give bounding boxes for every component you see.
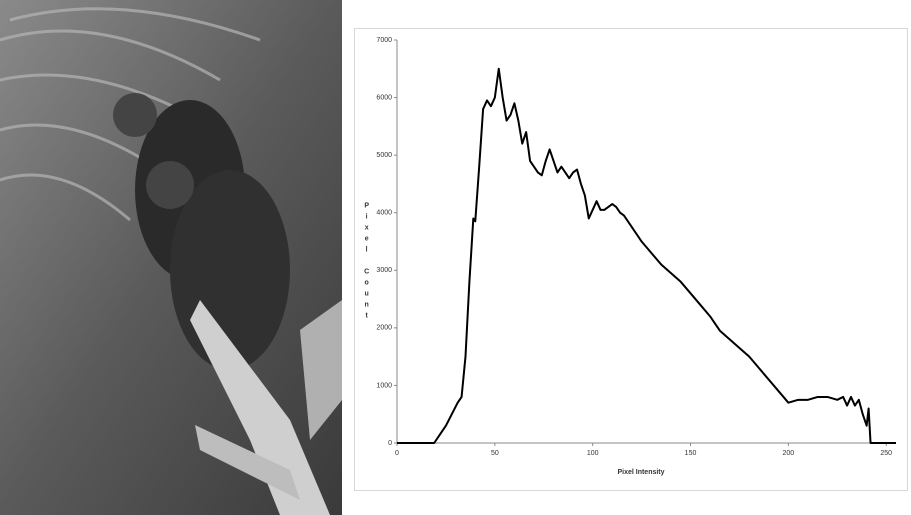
x-tick-label: 0: [395, 450, 399, 457]
palm-leaves: [0, 7, 261, 222]
x-tick-label: 100: [587, 450, 599, 457]
parrot-photo: [0, 0, 342, 515]
branch: [300, 300, 342, 440]
x-tick-label: 150: [685, 450, 697, 457]
parrot-head: [146, 161, 194, 209]
chart-frame: [354, 28, 908, 491]
chart: Pixel Intensity Pixel Count 010002000300…: [354, 28, 908, 491]
x-tick-label: 50: [491, 450, 499, 457]
y-tick-label: 3000: [376, 267, 392, 274]
y-tick-label: 0: [388, 440, 392, 447]
x-tick-label: 250: [880, 450, 892, 457]
y-tick-label: 5000: [376, 152, 392, 159]
branch: [195, 425, 300, 500]
branch: [190, 300, 330, 515]
y-tick-label: 2000: [376, 325, 392, 332]
parrot-head: [113, 93, 157, 137]
y-tick-label: 1000: [376, 382, 392, 389]
histogram-line: [397, 67, 896, 444]
x-axis-label: Pixel Intensity: [617, 469, 664, 476]
y-axis-label: Pixel Count: [363, 203, 370, 324]
x-tick-label: 200: [783, 450, 795, 457]
y-tick-label: 6000: [376, 94, 392, 101]
y-tick-label: 4000: [376, 210, 392, 217]
y-tick-label: 7000: [376, 37, 392, 44]
